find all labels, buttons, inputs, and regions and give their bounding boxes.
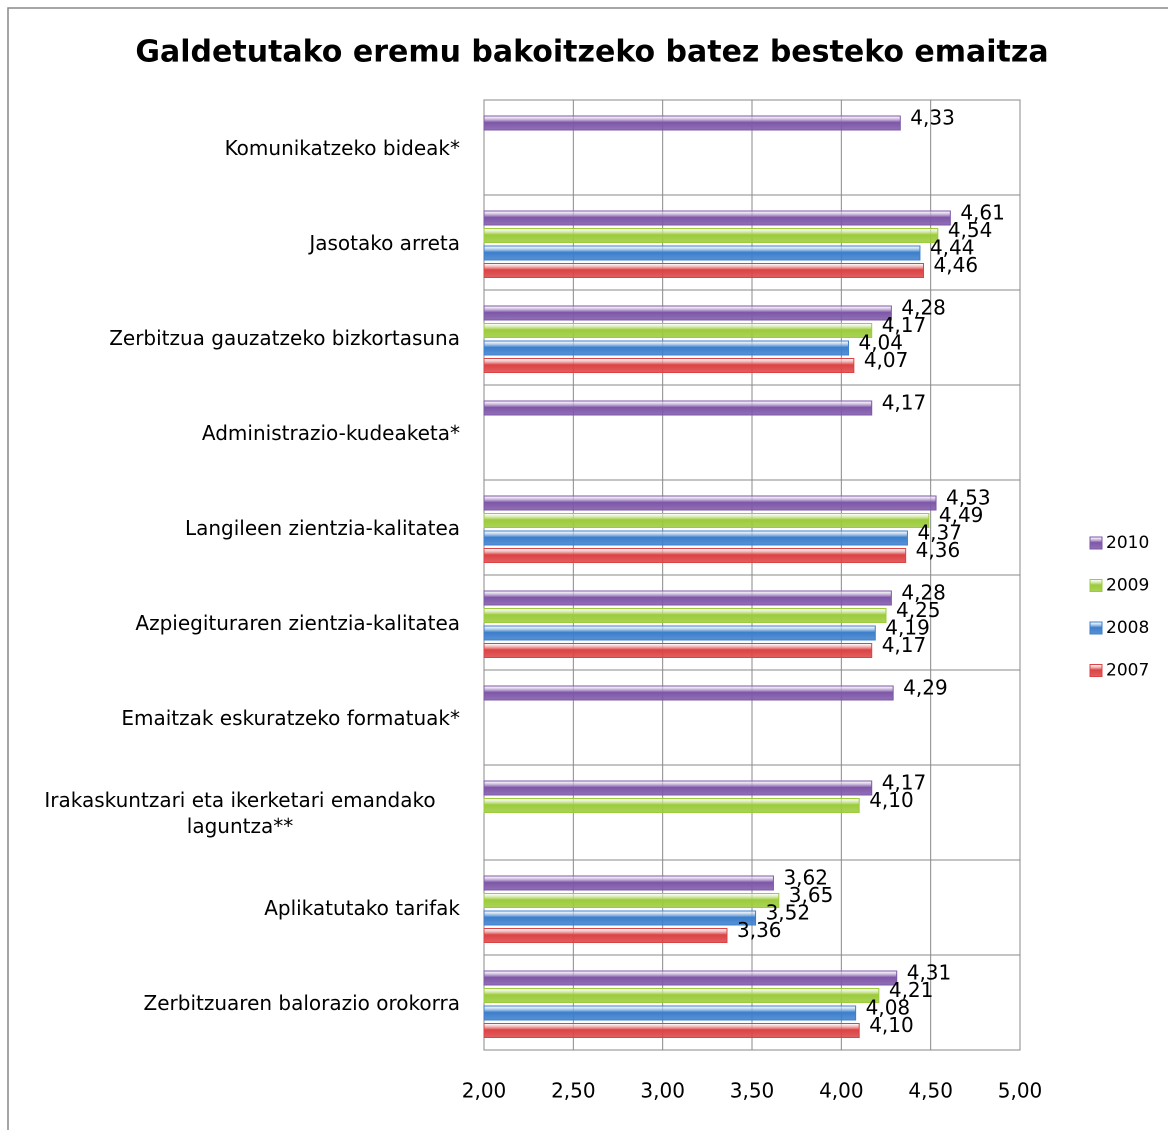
legend-swatch — [1089, 579, 1103, 592]
value-label: 4,17 — [882, 313, 927, 337]
x-tick-label: 4,50 — [908, 1079, 953, 1103]
value-label: 4,33 — [910, 106, 955, 130]
bar — [483, 928, 728, 943]
value-label: 4,36 — [916, 538, 961, 562]
value-label: 3,52 — [766, 901, 811, 925]
legend-swatch — [1089, 621, 1103, 635]
value-label: 3,65 — [789, 883, 834, 907]
value-label: 4,19 — [885, 616, 930, 640]
bar — [483, 643, 873, 658]
x-tick-label: 2,50 — [551, 1079, 596, 1103]
value-label: 3,62 — [783, 866, 828, 890]
legend-swatch — [1089, 536, 1103, 550]
category-label: Azpiegituraren zientzia-kalitatea — [135, 610, 460, 635]
value-label: 4,31 — [907, 961, 952, 985]
bar — [483, 910, 757, 926]
legend-label: 2009 — [1106, 576, 1149, 596]
value-label: 4,17 — [882, 771, 927, 795]
bar — [483, 780, 873, 796]
value-label: 4,17 — [882, 633, 927, 657]
value-label: 4,37 — [917, 521, 962, 545]
value-label: 4,04 — [858, 331, 903, 355]
value-label: 4,49 — [939, 503, 984, 527]
bar — [483, 798, 860, 813]
value-label: 4,08 — [866, 996, 911, 1020]
value-label: 4,07 — [864, 348, 909, 372]
category-label: Zerbitzua gauzatzeko bizkortasuna — [109, 325, 460, 350]
category-label: Aplikatutako tarifak — [264, 895, 460, 920]
chart-title: Galdetutako eremu bakoitzeko batez beste… — [135, 35, 1048, 70]
legend-label: 2010 — [1106, 533, 1149, 553]
value-label: 4,61 — [960, 201, 1005, 225]
category-label: Zerbitzuaren balorazio orokorra — [143, 990, 460, 1015]
chart-border — [7, 7, 1168, 1130]
legend-swatch — [1089, 664, 1103, 677]
value-label: 4,21 — [889, 978, 934, 1002]
bar — [483, 685, 894, 701]
bar — [483, 590, 892, 606]
x-tick-label: 4,00 — [819, 1079, 864, 1103]
bar — [483, 1023, 860, 1038]
value-label: 4,10 — [869, 1013, 914, 1037]
category-label: Administrazio-kudeaketa* — [201, 420, 460, 445]
bar — [483, 358, 855, 373]
bar — [483, 245, 921, 261]
value-label: 4,28 — [901, 581, 946, 605]
bar — [483, 340, 849, 356]
value-label: 4,10 — [869, 788, 914, 812]
bar — [483, 115, 901, 131]
bar — [483, 400, 873, 416]
bar — [483, 893, 780, 908]
category-label: Jasotako arreta — [309, 230, 460, 255]
bar — [483, 530, 908, 546]
value-label: 3,36 — [737, 918, 782, 942]
bar — [483, 970, 898, 986]
category-label: Emaitzak eskuratzeko formatuak* — [121, 705, 460, 730]
bar — [483, 513, 930, 528]
bar — [483, 323, 873, 338]
category-label: Komunikatzeko bideak* — [224, 135, 460, 160]
bar — [483, 495, 937, 511]
value-label: 4,44 — [930, 236, 975, 260]
value-label: 4,17 — [882, 391, 927, 415]
value-label: 4,54 — [948, 218, 993, 242]
bar — [483, 625, 876, 641]
value-label: 4,46 — [934, 253, 979, 277]
bar — [483, 988, 880, 1003]
bar — [483, 875, 774, 891]
value-label: 4,29 — [903, 676, 948, 700]
category-label: Irakaskuntzari eta ikerketari emandako l… — [44, 787, 436, 838]
x-tick-label: 5,00 — [998, 1079, 1043, 1103]
value-label: 4,28 — [901, 296, 946, 320]
x-tick-label: 3,00 — [640, 1079, 685, 1103]
bar — [483, 263, 925, 278]
bar — [483, 228, 939, 243]
value-label: 4,25 — [896, 598, 941, 622]
bar — [483, 210, 951, 226]
x-tick-label: 3,50 — [730, 1079, 775, 1103]
x-tick-label: 2,00 — [462, 1079, 507, 1103]
bar — [483, 548, 907, 563]
bar — [483, 1005, 857, 1021]
legend-label: 2008 — [1106, 618, 1149, 638]
legend-label: 2007 — [1106, 661, 1149, 681]
category-label: Langileen zientzia-kalitatea — [184, 515, 460, 540]
bar — [483, 305, 892, 321]
bar — [483, 608, 887, 623]
value-label: 4,53 — [946, 486, 991, 510]
